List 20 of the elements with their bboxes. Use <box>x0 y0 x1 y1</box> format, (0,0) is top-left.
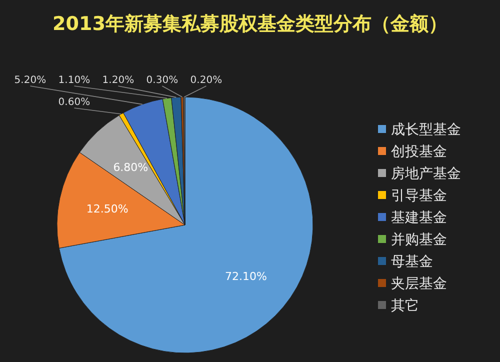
data-label: 5.20% <box>14 75 46 86</box>
data-label: 0.30% <box>146 75 178 86</box>
legend-label: 创投基金 <box>391 144 447 160</box>
legend-label: 夹层基金 <box>391 276 447 292</box>
data-label: 12.50% <box>86 202 128 216</box>
pie-slice <box>58 96 314 354</box>
data-label: 1.20% <box>102 75 134 86</box>
legend-label: 其它 <box>391 298 419 314</box>
legend-label: 基建基金 <box>391 210 447 226</box>
legend-label: 并购基金 <box>391 232 447 248</box>
data-label: 72.10% <box>225 270 267 283</box>
legend-label: 房地产基金 <box>391 166 461 182</box>
legend-label: 母基金 <box>391 254 433 270</box>
chart-title: 2013年新募集私募股权基金类型分布（金额） <box>52 13 448 35</box>
legend-label: 成长型基金 <box>391 122 461 138</box>
data-label: 1.10% <box>58 75 90 86</box>
data-label: 0.60% <box>58 97 90 108</box>
legend-label: 引导基金 <box>391 188 447 204</box>
data-label: 6.80% <box>113 161 148 174</box>
data-label: 0.20% <box>190 75 222 86</box>
